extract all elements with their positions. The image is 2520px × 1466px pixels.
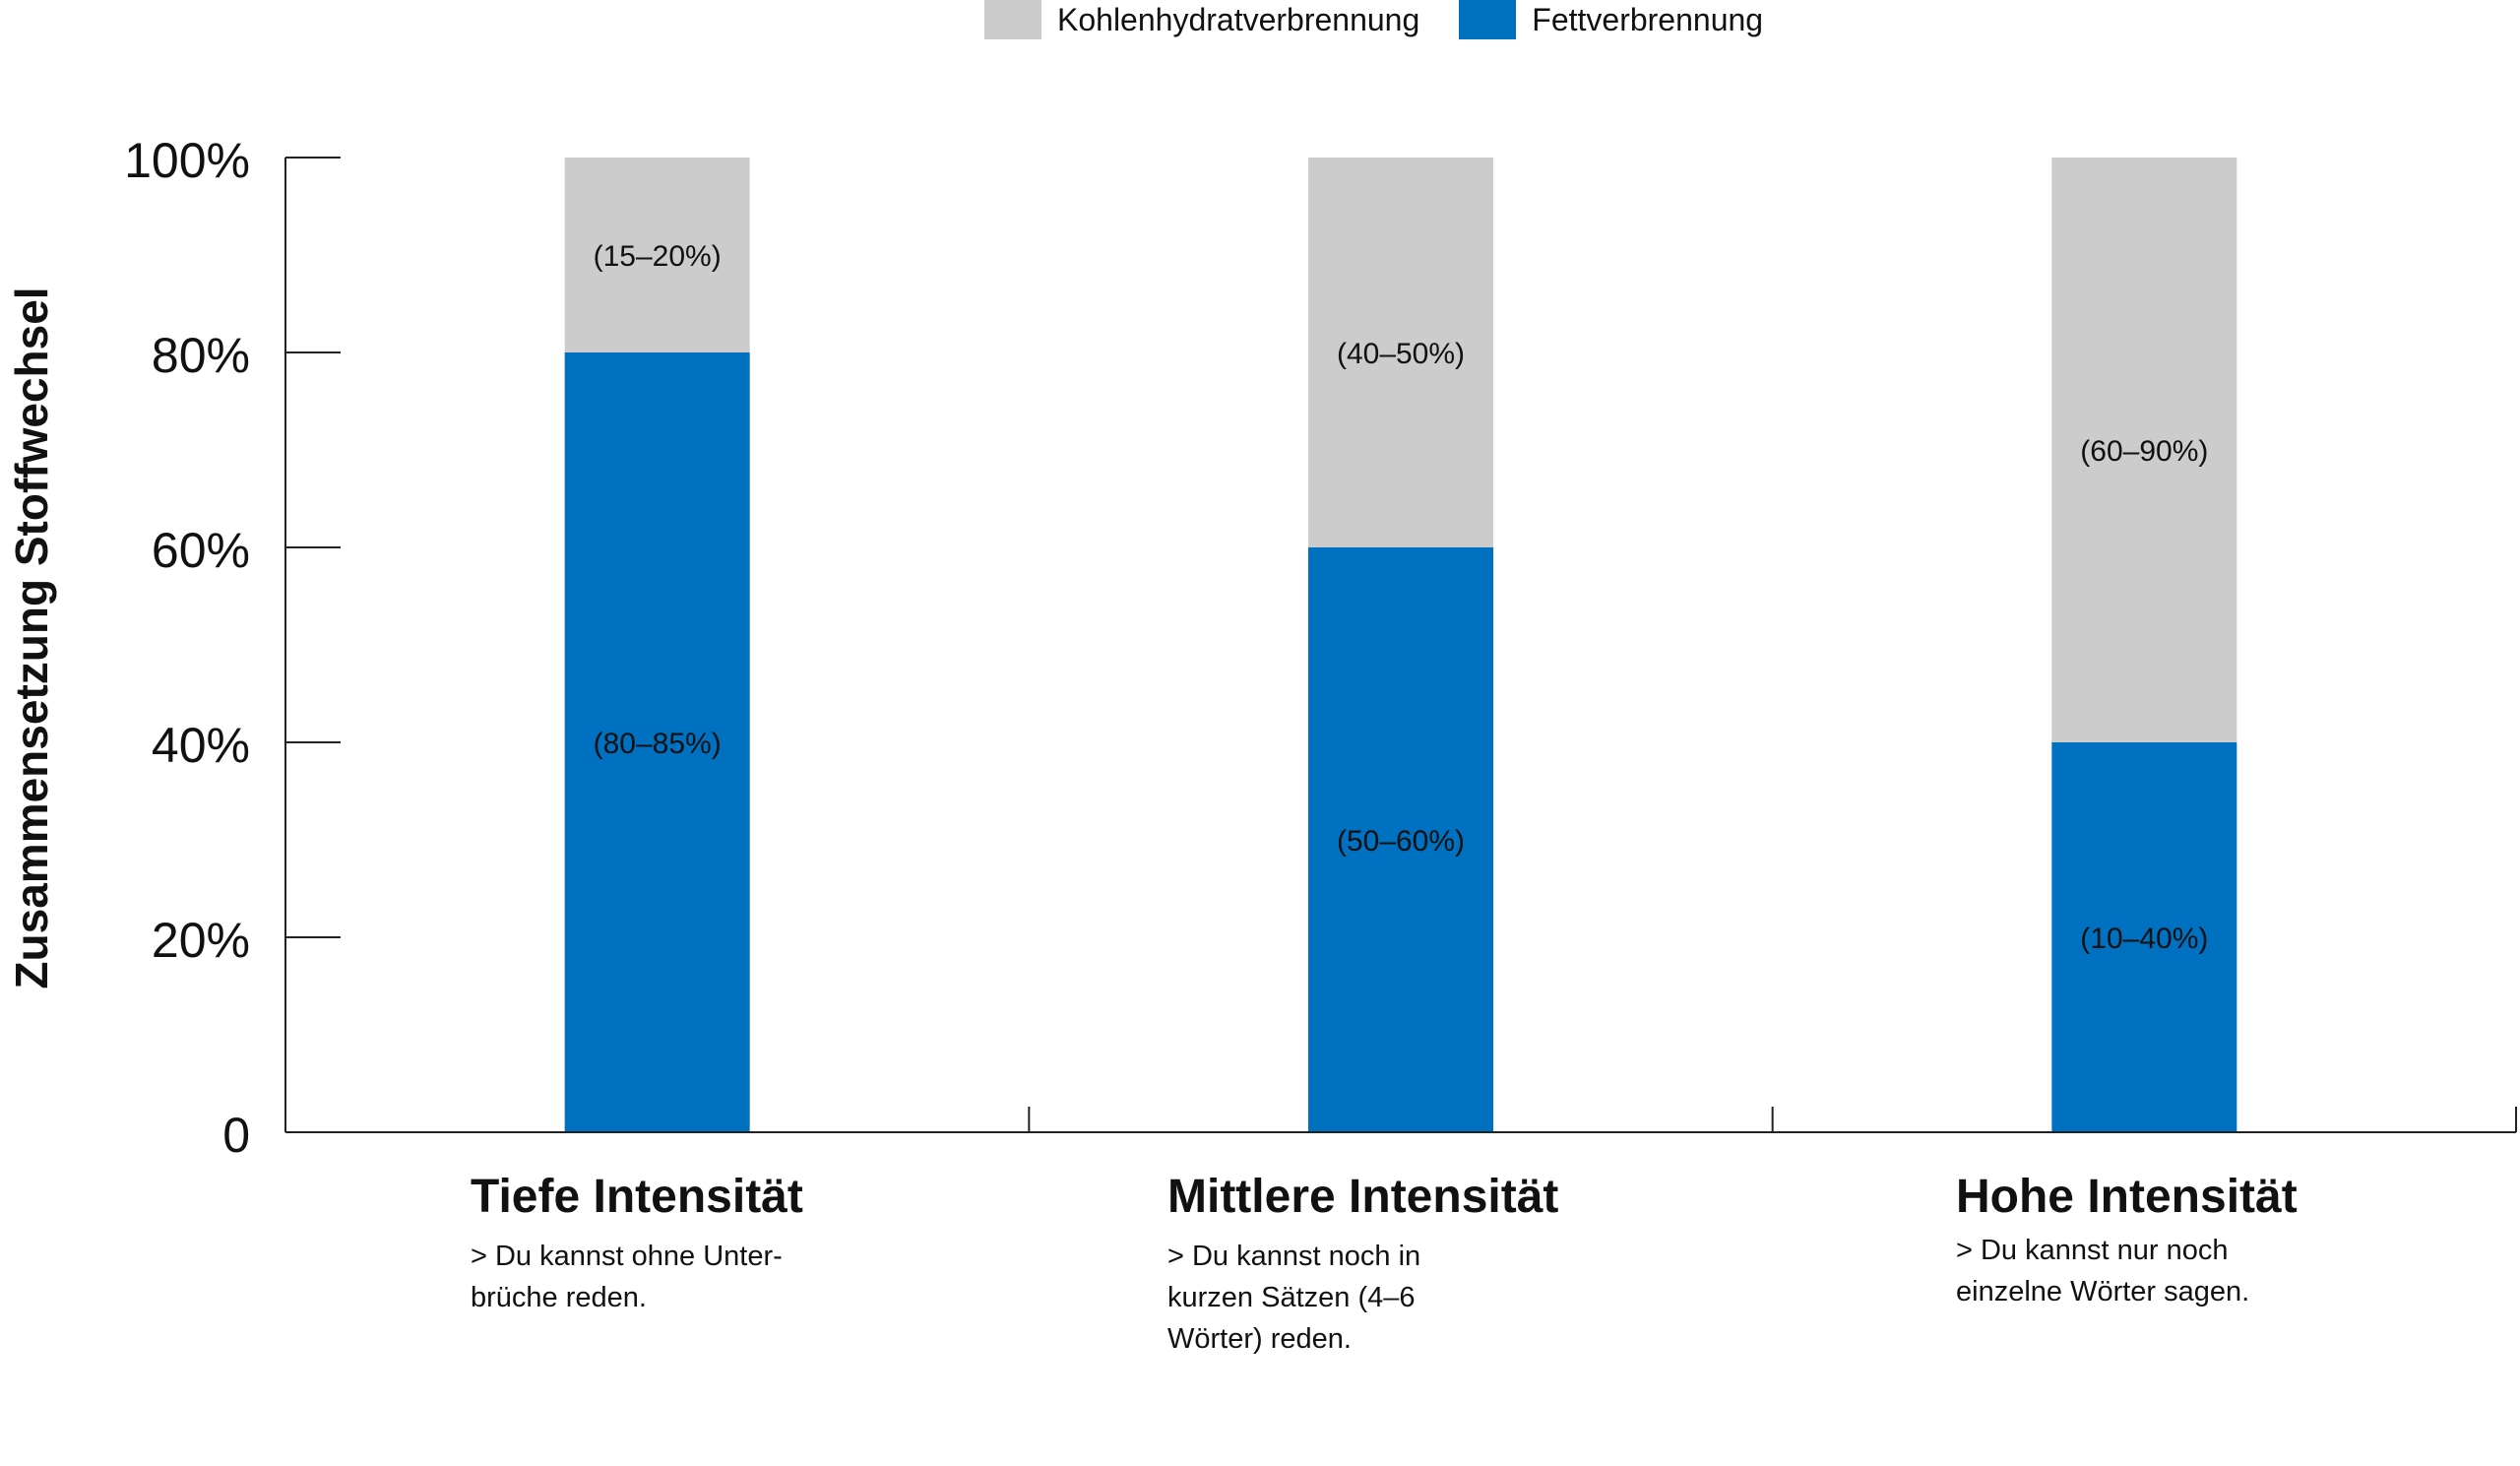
bar-fat-0: [564, 352, 750, 1132]
category-description-low: > Du kannst ohne Unter- brüche reden.: [471, 1241, 783, 1313]
bar-carbs-1: [1308, 158, 1493, 547]
category-block-0: Tiefe Intensität > Du kannst ohne Unter-…: [471, 1170, 803, 1318]
bar-fat-2: [2051, 742, 2237, 1132]
y-tick-label-0: 0: [222, 1108, 250, 1163]
category-block-1: Mittlere Intensität > Du kannst noch in …: [1167, 1170, 1558, 1360]
y-tick-label-1: 20%: [152, 913, 250, 968]
legend-swatch-fat: [1459, 0, 1517, 39]
category-title-low: Tiefe Intensität: [471, 1171, 803, 1223]
bar-carbs-0: [564, 158, 750, 352]
category-description-high: > Du kannst nur noch einzelne Wörter sag…: [1956, 1235, 2250, 1307]
data-label-carbs-2: (60–90%): [2080, 435, 2208, 468]
category-block-2: Hohe Intensität > Du kannst nur noch ein…: [1956, 1170, 2298, 1312]
y-tick-label-2: 40%: [152, 718, 250, 773]
data-label-fat-0: (80–85%): [594, 728, 722, 760]
category-title-high: Hohe Intensität: [1956, 1171, 2298, 1223]
y-tick-label-5: 100%: [124, 133, 250, 188]
legend-swatch-carbs: [984, 0, 1041, 39]
data-label-carbs-1: (40–50%): [1337, 338, 1465, 370]
y-axis-title: Zusammensetzung Stoffwechsel: [6, 287, 57, 988]
category-description-medium: > Du kannst noch in kurzen Sätzen (4–6 W…: [1167, 1241, 1421, 1355]
bar-fat-1: [1308, 547, 1493, 1132]
y-tick-label-4: 80%: [152, 328, 250, 383]
legend-label-carbs: Kohlenhydratverbrennung: [1057, 1, 1420, 37]
data-label-carbs-0: (15–20%): [594, 240, 722, 273]
category-title-medium: Mittlere Intensität: [1167, 1171, 1559, 1223]
bar-carbs-2: [2051, 158, 2237, 742]
legend-item-fat: Fettverbrennung: [1459, 0, 1763, 39]
data-label-fat-1: (50–60%): [1337, 825, 1465, 858]
legend-label-fat: Fettverbrennung: [1532, 1, 1764, 37]
chart-legend: Kohlenhydratverbrennung Fettverbrennung: [984, 0, 1802, 39]
legend-item-carbs: Kohlenhydratverbrennung: [984, 0, 1419, 39]
data-label-fat-2: (10–40%): [2080, 923, 2208, 955]
y-tick-label-3: 60%: [152, 523, 250, 578]
